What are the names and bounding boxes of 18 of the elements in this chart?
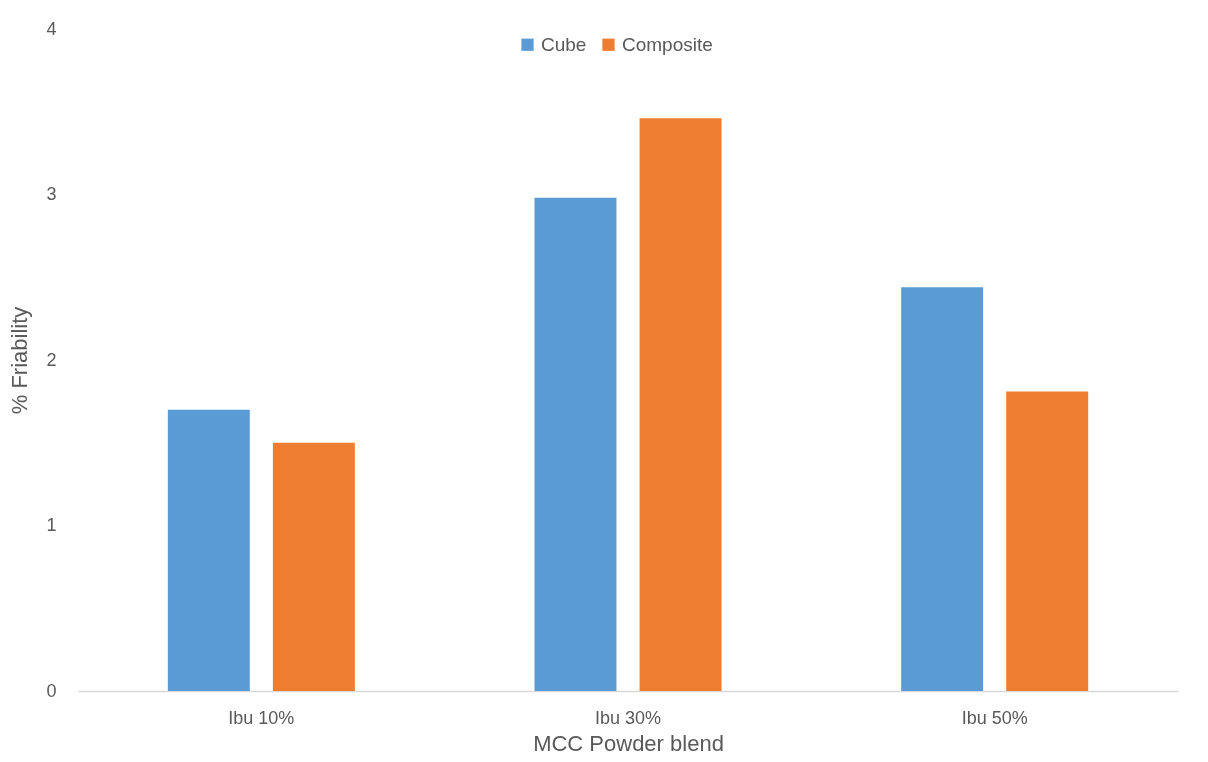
legend-label: Cube	[541, 33, 587, 55]
y-tick-label: 0	[46, 680, 57, 701]
bar	[1006, 391, 1089, 691]
x-tick-label: Ibu 10%	[228, 707, 295, 728]
bar	[639, 118, 722, 691]
bar	[167, 409, 250, 691]
x-tick-label: Ibu 50%	[961, 707, 1028, 728]
y-axis-title: % Friability	[7, 306, 33, 415]
bar	[901, 287, 984, 691]
y-tick-label: 4	[46, 18, 57, 39]
legend-label: Composite	[622, 33, 713, 55]
x-axis-title: MCC Powder blend	[533, 730, 724, 756]
y-tick-label: 3	[46, 184, 57, 204]
bar	[272, 442, 355, 691]
y-tick-label: 1	[46, 515, 57, 535]
bar	[534, 197, 617, 691]
y-tick-label: 2	[46, 349, 57, 370]
x-tick-label: Ibu 30%	[594, 707, 662, 728]
